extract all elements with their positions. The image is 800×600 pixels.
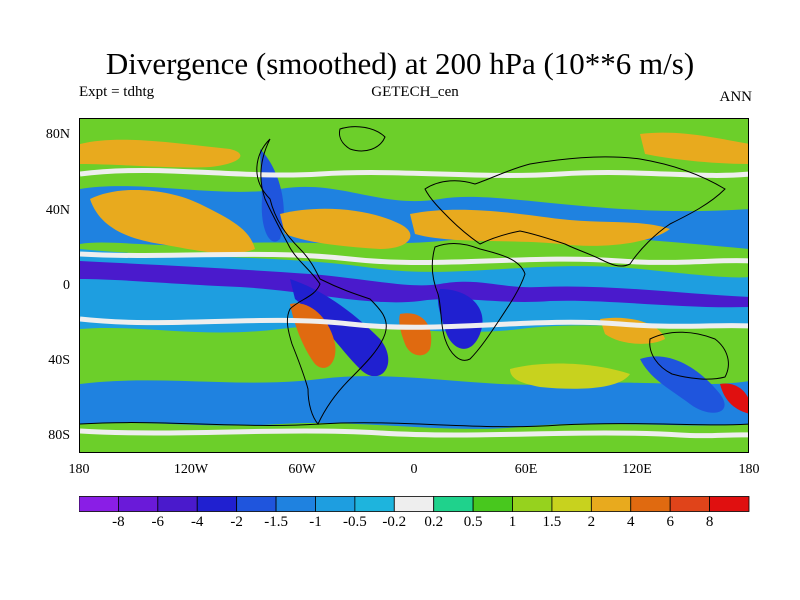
south-america-convergence [290, 279, 389, 377]
africa-convergence [437, 289, 483, 349]
colorbar-swatch [236, 496, 277, 512]
lon-label-180e: 180 [738, 462, 760, 477]
eurasia-outline [424, 156, 726, 267]
colorbar-swatch [433, 496, 474, 512]
colorbar-label: -6 [151, 514, 165, 530]
map-plot-area [79, 118, 749, 453]
colorbar-swatch [79, 496, 119, 512]
colorbar-swatch [354, 496, 395, 512]
colorbar-swatch [275, 496, 316, 512]
arctic-pacific-divergence [80, 139, 241, 168]
lon-label-180w: 180 [68, 462, 90, 477]
australia-east-convergence [640, 356, 725, 413]
lat-label-0: 0 [63, 278, 70, 293]
australia-outline [649, 331, 729, 380]
colorbar-label: -1 [309, 514, 322, 530]
near-zero-contours [80, 167, 748, 439]
colorbar-label: -0.2 [382, 514, 407, 530]
colorbar-label: 8 [705, 514, 714, 530]
colorbar-label: -1.5 [264, 514, 288, 530]
asia-divergence [410, 209, 670, 246]
colorbar-swatch [157, 496, 198, 512]
north-america-divergence [280, 208, 411, 249]
africa-outline [431, 242, 526, 361]
colorbar-label: 6 [666, 514, 674, 530]
contour-tropics-south [80, 316, 748, 330]
colorbar-swatch [472, 496, 513, 512]
colorbar-label: -4 [190, 514, 204, 530]
north-america-west-convergence [260, 149, 284, 242]
negative-divergence-regions [80, 149, 748, 429]
band-south-mid [80, 376, 748, 429]
colorbar-swatch [512, 496, 553, 512]
contour-north [80, 167, 748, 178]
colorbar-swatches [79, 496, 750, 512]
equatorial-convergence-band [80, 261, 748, 308]
colorbar [79, 496, 750, 512]
lon-label-60w: 60W [288, 462, 316, 477]
colorbar-swatch [590, 496, 632, 512]
dataset-label: GETECH_cen [371, 84, 459, 100]
lat-label-40n: 40N [45, 203, 70, 218]
lat-label-40s: 40S [48, 353, 70, 368]
lat-label-80n: 80N [45, 127, 70, 142]
colorbar-swatch [551, 496, 592, 512]
colorbar-label: 0.5 [463, 514, 483, 530]
colorbar-label: 1 [508, 514, 517, 530]
north-pacific-divergence [90, 189, 255, 254]
colorbar-label: -0.5 [343, 514, 367, 530]
divergence-map [80, 119, 748, 452]
positive-divergence-regions [80, 132, 748, 414]
experiment-label: Expt = tdhtg [79, 84, 155, 100]
contour-tropics-north [80, 251, 748, 266]
lon-label-60e: 60E [514, 462, 538, 477]
lon-label-0: 0 [410, 462, 418, 477]
antarctica-outline [80, 422, 748, 428]
pacific-south-max [720, 383, 748, 414]
coastlines [80, 126, 748, 428]
colorbar-label: 2 [587, 514, 596, 530]
colorbar-label: 0.2 [424, 514, 444, 530]
lat-label-80s: 80S [48, 428, 70, 443]
colorbar-label: -8 [112, 514, 125, 530]
colorbar-swatch [118, 496, 159, 512]
colorbar-swatch [315, 496, 356, 512]
period-label: ANN [719, 89, 753, 105]
indian-ocean-south-divergence [510, 363, 630, 389]
colorbar-swatch [709, 496, 750, 512]
colorbar-label: 1.5 [542, 514, 562, 530]
arctic-asia-divergence [640, 132, 748, 164]
colorbar-swatch [393, 496, 435, 512]
contour-south [80, 428, 748, 439]
colorbar-swatch [196, 496, 238, 512]
colorbar-swatch [669, 496, 710, 512]
greenland-outline [339, 126, 386, 152]
lon-label-120e: 120E [622, 462, 652, 477]
colorbar-swatch [630, 496, 671, 512]
lon-label-120w: 120W [173, 462, 209, 477]
colorbar-label: -2 [230, 514, 243, 530]
colorbar-label: 4 [627, 514, 635, 530]
chart-title: Divergence (smoothed) at 200 hPa (10**6 … [105, 46, 695, 81]
south-atlantic-divergence [399, 313, 432, 356]
